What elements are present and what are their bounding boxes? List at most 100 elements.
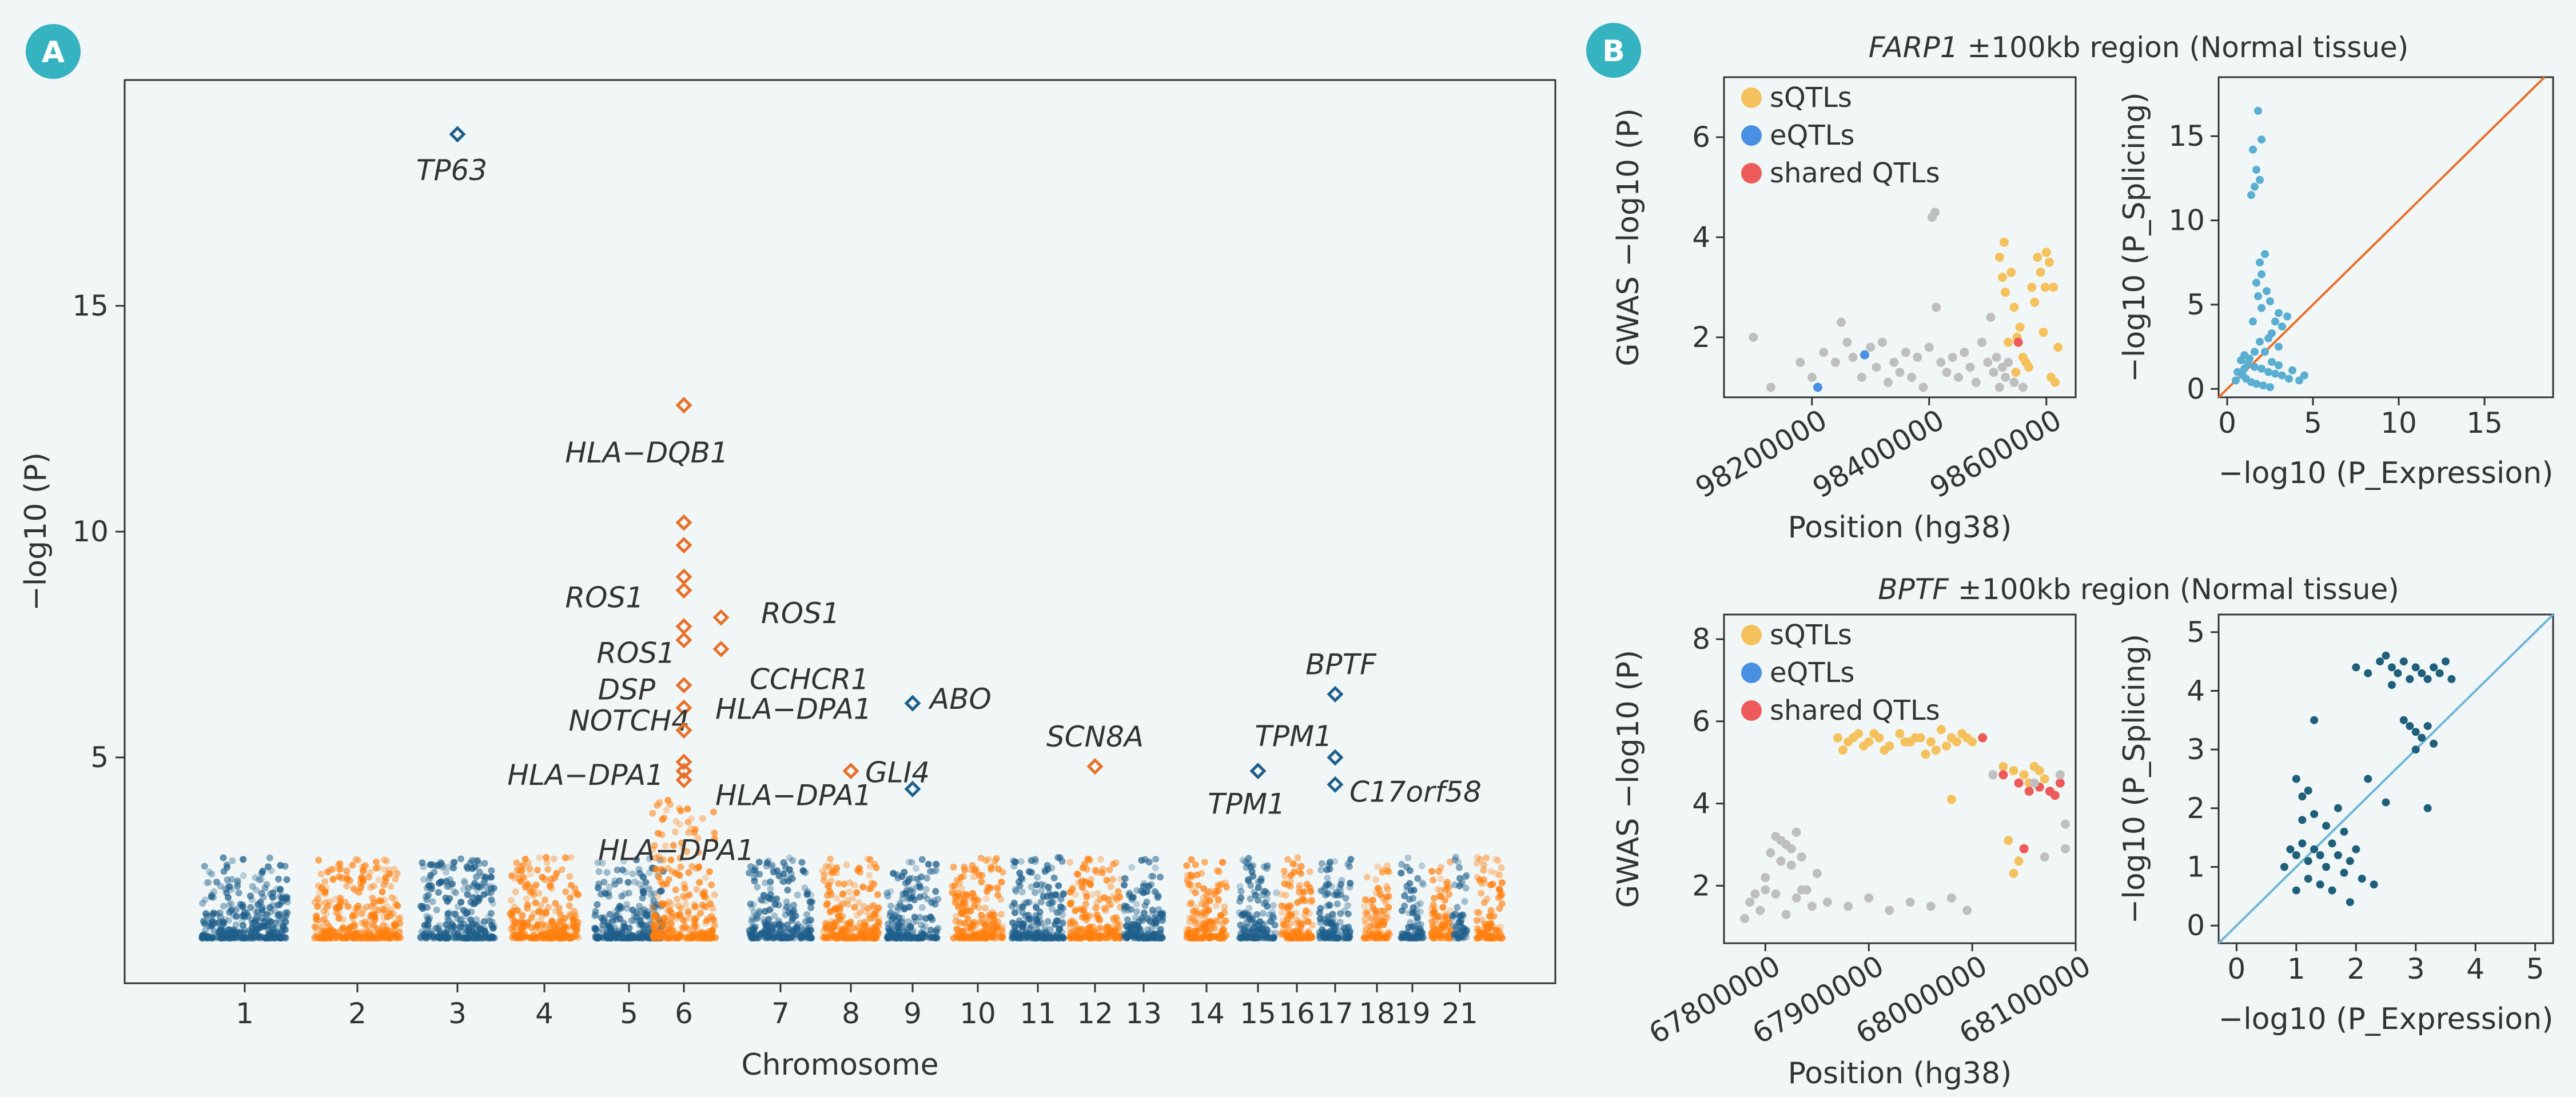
manhattan-point-chr10: [959, 891, 966, 898]
manhattan-point-chr16: [1306, 868, 1313, 875]
manhattan-point-chr9: [907, 923, 915, 931]
manhattan-point-chr1: [220, 903, 227, 910]
manhattan-point-chr2: [359, 878, 367, 885]
manhattan-point-chr12: [1078, 877, 1086, 884]
manhattan-point-chr6: [684, 805, 691, 813]
manhattan-point-chr14: [1195, 934, 1202, 942]
manhattan-point-chr4: [535, 889, 543, 897]
manhattan-xtick-label: 8: [842, 997, 860, 1030]
manhattan-point-chr3: [449, 934, 457, 942]
manhattan-gene-label: ROS1: [761, 597, 840, 630]
manhattan-point-chr22: [1499, 879, 1506, 887]
manhattan-point-chr7: [803, 911, 811, 918]
manhattan-point-chr11: [1050, 874, 1058, 881]
manhattan-point-chr13: [1152, 856, 1160, 863]
manhattan-point-chr1: [275, 912, 282, 919]
panelB3-legend-label: eQTLs: [1770, 657, 1854, 689]
manhattan-point-chr9: [906, 903, 913, 911]
manhattan-point-chr5: [610, 931, 617, 939]
panelB1-point: [2018, 382, 2028, 392]
manhattan-point-chr2: [320, 916, 328, 923]
manhattan-point-chr3: [427, 872, 435, 879]
manhattan-point-chr11: [1022, 912, 1029, 920]
manhattan-point-chr15: [1270, 934, 1277, 942]
manhattan-point-chr5: [599, 922, 607, 929]
manhattan-point-chr15: [1263, 926, 1271, 934]
panelB3-legend-marker: [1741, 663, 1762, 683]
panelB3-ylabel: GWAS −log10 (P): [1611, 650, 1646, 908]
manhattan-point-chr17: [1337, 891, 1344, 899]
manhattan-hit-marker: [1327, 685, 1344, 703]
manhattan-point-chr3: [488, 909, 495, 917]
manhattan-point-chr12: [1112, 859, 1120, 867]
manhattan-point-chr16: [1294, 854, 1301, 861]
manhattan-point-chr6: [668, 868, 676, 875]
manhattan-point-chr10: [995, 865, 1002, 873]
manhattan-point-chr5: [632, 909, 640, 916]
manhattan-point-chr17: [1324, 913, 1332, 920]
manhattan-point-chr2: [378, 931, 385, 938]
panelB1-point: [2004, 337, 2013, 347]
manhattan-point-chr6: [679, 844, 687, 852]
manhattan-point-chr10: [961, 920, 969, 927]
manhattan-point-chr6: [649, 846, 656, 853]
manhattan-point-chr2: [313, 912, 320, 920]
manhattan-point-chr19: [1413, 908, 1420, 915]
manhattan-point-chr21: [1454, 904, 1461, 911]
manhattan-point-chr1: [284, 898, 291, 905]
manhattan-point-chr1: [266, 904, 273, 911]
manhattan-point-chr17: [1317, 905, 1324, 912]
manhattan-point-chr2: [387, 912, 394, 920]
manhattan-point-chr16: [1308, 896, 1315, 904]
manhattan-point-chr1: [222, 885, 229, 893]
manhattan-point-chr13: [1157, 910, 1164, 918]
manhattan-point-chr4: [511, 932, 519, 939]
panelB2-xtick-label: 15: [2466, 406, 2503, 440]
manhattan-point-chr22: [1487, 881, 1494, 888]
manhattan-point-chr11: [1034, 932, 1041, 940]
manhattan-point-chr1: [272, 934, 279, 941]
manhattan-point-chr4: [523, 895, 530, 903]
manhattan-point-chr3: [435, 934, 443, 942]
manhattan-point-chr1: [205, 933, 212, 940]
manhattan-point-chr16: [1284, 881, 1292, 888]
manhattan-hit-marker: [675, 771, 692, 789]
panelB4-point: [2292, 851, 2300, 859]
manhattan-point-chr5: [600, 879, 608, 886]
manhattan-point-chr4: [540, 909, 547, 916]
manhattan-point-chr12: [1083, 916, 1090, 923]
panelB4-point: [2399, 657, 2408, 666]
manhattan-point-chr6: [672, 817, 680, 825]
manhattan-point-chr1: [239, 904, 246, 911]
farp1-qtl-comparison: 0 5 10 15 0 5 10 15 −log10 (P_Expression) −log10 …: [2117, 76, 2554, 490]
manhattan-point-chr6: [687, 915, 694, 922]
manhattan-point-chr10: [973, 896, 981, 904]
manhattan-point-chr5: [603, 927, 611, 934]
manhattan-point-chr6: [667, 920, 675, 927]
manhattan-point-chr13: [1136, 924, 1143, 932]
manhattan-point-chr13: [1138, 857, 1145, 864]
manhattan-point-chr6: [650, 932, 657, 940]
manhattan-point-chr9: [899, 895, 906, 903]
manhattan-point-chr18: [1361, 903, 1368, 910]
manhattan-point-chr2: [349, 861, 356, 869]
manhattan-point-chr1: [201, 896, 209, 904]
panelB1-point: [1989, 368, 1998, 377]
panelB2-point: [2251, 362, 2259, 371]
manhattan-point-chr4: [567, 894, 574, 901]
manhattan-point-chr7: [786, 866, 793, 873]
manhattan-point-chr2: [315, 856, 323, 864]
manhattan-point-chr1: [277, 885, 284, 893]
panelB3-series-shared-qtls: [1978, 733, 2065, 853]
manhattan-point-chr3: [477, 925, 484, 932]
manhattan-point-chr1: [258, 906, 265, 913]
panelB1-point: [1936, 357, 1946, 367]
manhattan-point-chr12: [1088, 876, 1094, 883]
panel-badge-b: B: [1586, 23, 1641, 78]
manhattan-point-chr7: [756, 871, 763, 878]
manhattan-point-chr2: [386, 870, 393, 877]
panelB1-point: [1837, 317, 1846, 327]
manhattan-xtick-label: 11: [1020, 997, 1056, 1030]
panelB1-point: [2053, 342, 2063, 352]
panelB1-ytick-label: 4: [1692, 221, 1710, 254]
